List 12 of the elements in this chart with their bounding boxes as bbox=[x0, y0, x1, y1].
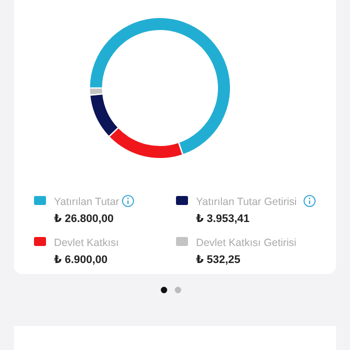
donut-slice bbox=[110, 128, 182, 158]
data-label: ₺ 26.800,00 bbox=[54, 213, 114, 225]
donut-slice bbox=[90, 94, 118, 136]
legend-label: Devlet Katkısı Getirisi bbox=[196, 237, 296, 249]
legend-label: Yatırılan Tutar Getirisi bbox=[196, 196, 297, 208]
donut-slice bbox=[90, 88, 102, 94]
data-label: ₺ 3.953,41 bbox=[196, 213, 250, 225]
donut-slice bbox=[90, 18, 230, 154]
legend-label: Yatırılan Tutar bbox=[54, 196, 120, 208]
data-label: ₺ 532,25 bbox=[196, 254, 240, 266]
data-label: ₺ 6.900,00 bbox=[54, 254, 108, 266]
legend-label: Devlet Katkısı bbox=[54, 237, 119, 249]
